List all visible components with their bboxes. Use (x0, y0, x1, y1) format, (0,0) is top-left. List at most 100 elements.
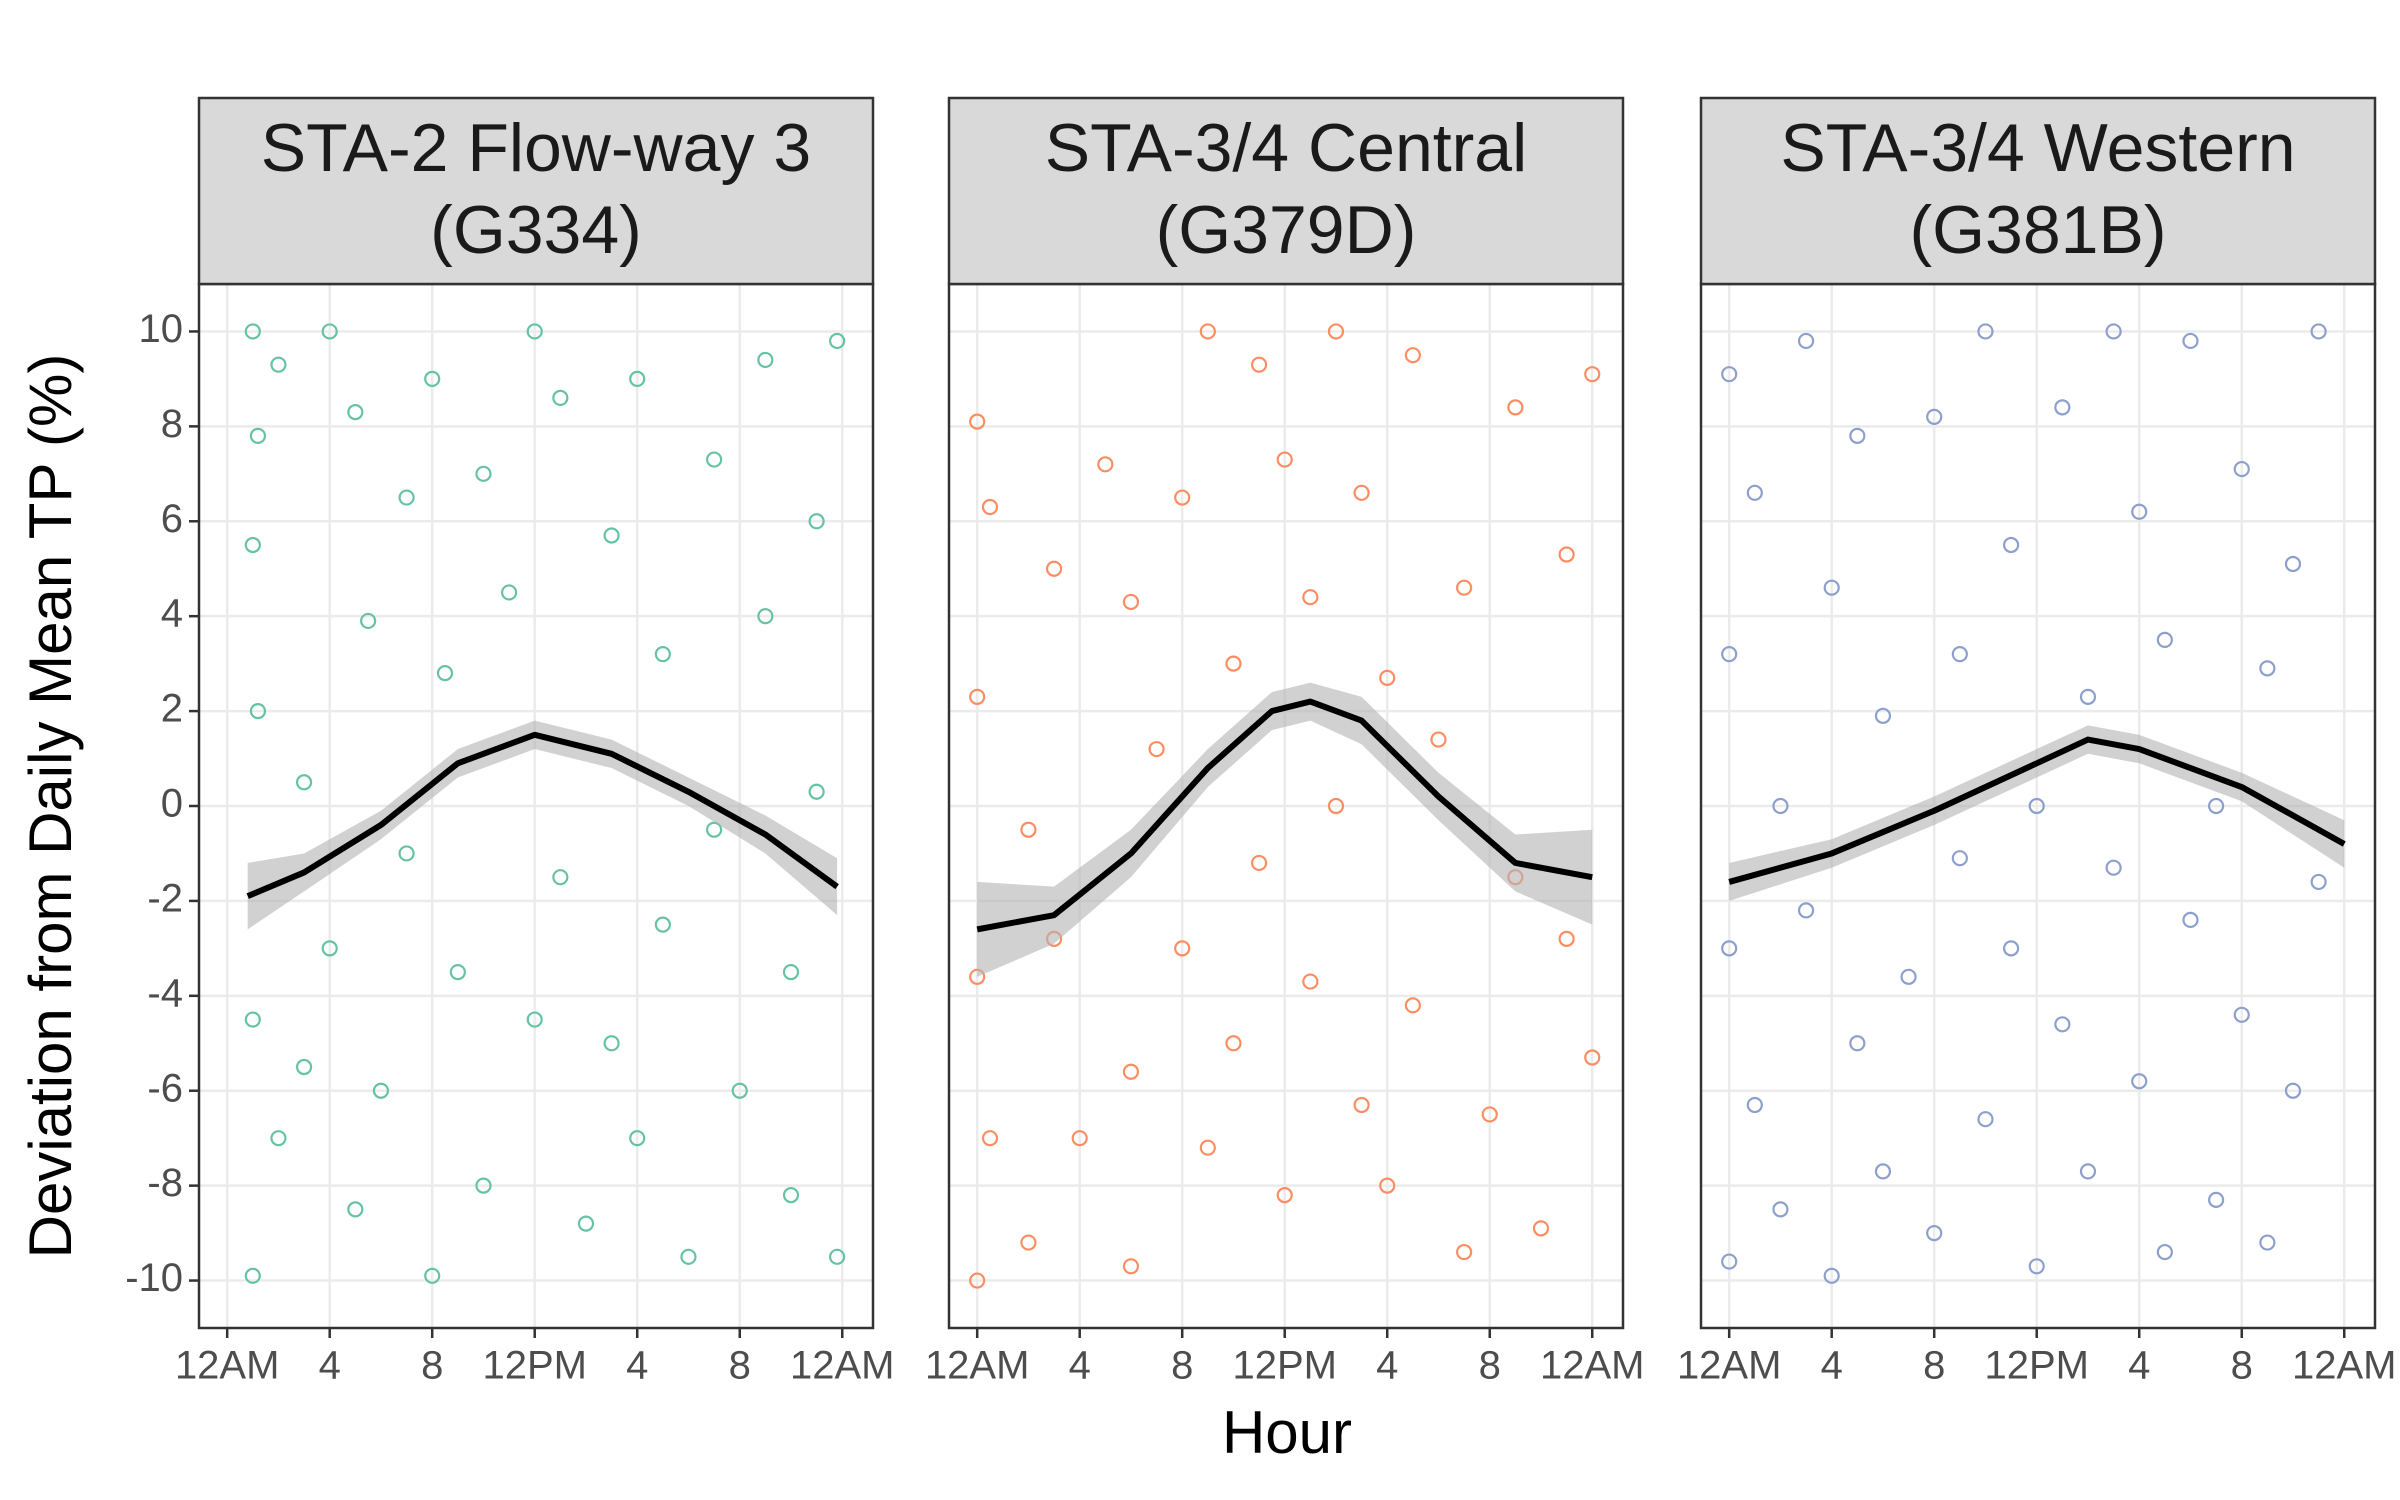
data-point (1456, 1243, 1473, 1261)
data-point (1951, 646, 1968, 663)
y-tick-label: -4 (147, 971, 183, 1015)
data-point (2310, 323, 2327, 340)
data-point (295, 774, 313, 791)
data-point (372, 1082, 390, 1099)
data-point (1250, 356, 1268, 373)
x-tick-label: 12PM (1232, 1344, 1337, 1388)
data-point (244, 1267, 261, 1284)
data-point (475, 465, 492, 482)
data-point (1302, 589, 1319, 606)
data-point (244, 323, 261, 340)
y-tick-label: 0 (161, 782, 183, 826)
data-point (2002, 940, 2020, 957)
data-point (603, 1035, 620, 1052)
data-point (1045, 560, 1063, 577)
data-point (1225, 655, 1242, 672)
data-point (2233, 460, 2250, 478)
data-point (1071, 1130, 1088, 1147)
strip (947, 96, 1625, 286)
data-point (2233, 1006, 2250, 1023)
data-point (1225, 1035, 1242, 1052)
confidence-band (247, 720, 838, 930)
x-tick-label: 12AM (790, 1344, 895, 1388)
data-point (2156, 1243, 2173, 1261)
data-point (526, 323, 543, 340)
data-point (526, 1011, 543, 1028)
strip-title: STA-3/4 Western (1780, 110, 2295, 186)
data-point (629, 370, 646, 388)
data-point (2284, 1082, 2302, 1099)
data-point (347, 404, 364, 421)
data-point (1849, 1035, 1866, 1052)
strip-title: STA-3/4 Central (1045, 110, 1527, 186)
x-tick-label: 4 (2128, 1344, 2150, 1388)
y-tick-label: -10 (125, 1256, 183, 1300)
fit-line (246, 731, 839, 899)
data-point (1199, 323, 1216, 340)
x-tick-label: 12AM (175, 1344, 280, 1388)
x-tick-label: 4 (319, 1344, 341, 1388)
data-point (654, 646, 671, 663)
data-point (1276, 1187, 1293, 1204)
x-axis-title: Hour (1222, 1399, 1352, 1466)
data-point (321, 940, 338, 957)
x-tick-label: 8 (421, 1344, 443, 1388)
data-point (829, 1248, 846, 1265)
data-point (2284, 555, 2302, 573)
data-point (782, 963, 800, 981)
data-point (1584, 366, 1601, 383)
data-point (808, 513, 825, 530)
data-point (2028, 797, 2045, 815)
x-tick-label: 8 (1171, 1344, 1193, 1388)
data-point (1481, 1106, 1498, 1123)
data-point (2131, 1073, 2148, 1090)
data-point (244, 536, 261, 554)
data-point (552, 869, 569, 886)
x-tick-label: 4 (1821, 1344, 1843, 1388)
data-point (680, 1248, 697, 1265)
data-point (2259, 1234, 2276, 1251)
data-point (1977, 1111, 1994, 1128)
data-point (270, 356, 287, 373)
y-axis-title: Deviation from Daily Mean TP (%) (17, 354, 84, 1259)
data-point (1353, 484, 1370, 501)
x-tick-label: 12PM (482, 1344, 587, 1388)
data-point (1302, 973, 1319, 990)
strip-title: STA-2 Flow-way 3 (261, 110, 811, 186)
data-point (1122, 593, 1140, 611)
data-point (2028, 1258, 2045, 1275)
data-point (1823, 579, 1840, 596)
x-tick-label: 12AM (925, 1344, 1030, 1388)
data-point (1900, 968, 1917, 985)
data-point (1532, 1220, 1550, 1237)
data-point (1797, 902, 1815, 919)
data-point (1558, 546, 1575, 563)
strip-title: (G334) (430, 192, 642, 268)
x-tick-label: 8 (1923, 1344, 1945, 1388)
data-point (500, 584, 518, 601)
data-point (1584, 1049, 1601, 1066)
x-tick-label: 12AM (1677, 1344, 1782, 1388)
data-point (436, 665, 454, 682)
data-point (808, 783, 825, 800)
fit-line (1728, 736, 2346, 885)
data-point (654, 916, 671, 933)
y-tick-label: 6 (161, 497, 183, 541)
x-tick-label: 12AM (2292, 1344, 2397, 1388)
data-point (1174, 489, 1191, 506)
data-point (577, 1215, 595, 1232)
data-point (2054, 1016, 2071, 1033)
x-tick-label: 4 (626, 1344, 648, 1388)
data-point (757, 351, 774, 369)
data-point (347, 1201, 364, 1218)
y-tick-label: -2 (147, 876, 183, 920)
data-point (475, 1177, 492, 1194)
data-point (969, 413, 986, 430)
data-point (1746, 484, 1763, 501)
confidence-band (977, 682, 1593, 977)
data-point (398, 489, 415, 506)
data-point (2131, 503, 2148, 520)
x-tick-label: 8 (2231, 1344, 2253, 1388)
data-point (1926, 408, 1943, 425)
data-point (1379, 669, 1396, 686)
